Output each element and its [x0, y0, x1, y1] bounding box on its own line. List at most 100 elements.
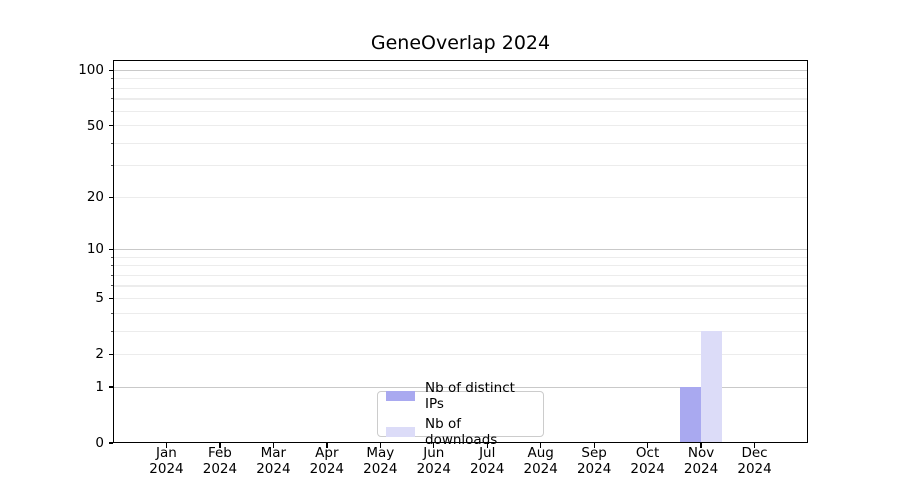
y-tick-mark — [108, 353, 113, 356]
bar-nb-of-distinct-ips — [680, 387, 702, 443]
minor-gridline — [113, 87, 808, 89]
x-tick-mark — [593, 443, 595, 448]
y-tick-mark — [108, 125, 113, 127]
plot-area — [113, 60, 808, 443]
legend-label-distinct-ips: Nb of distinct IPs — [425, 380, 515, 412]
x-tick-label: Sep 2024 — [576, 445, 612, 477]
legend: Nb of distinct IPs Nb of downloads — [377, 380, 544, 448]
minor-gridline — [113, 285, 808, 287]
minor-gridline — [113, 256, 808, 258]
y-minor-tick-mark — [110, 330, 113, 332]
legend-item-downloads: Nb of downloads — [386, 416, 535, 448]
x-tick-year: 2024 — [630, 460, 665, 477]
x-tick-mark — [219, 443, 221, 448]
x-tick-label: Mar 2024 — [256, 445, 291, 477]
x-tick-label: Feb 2024 — [202, 445, 238, 477]
y-minor-tick-mark — [110, 274, 113, 276]
y-tick-mark — [108, 248, 113, 251]
x-tick-mark — [486, 443, 488, 448]
y-minor-tick-mark — [110, 165, 113, 167]
x-tick-mark — [433, 443, 435, 448]
y-minor-tick-mark — [110, 265, 113, 267]
x-tick-year: 2024 — [470, 460, 505, 477]
x-tick-label: Jul 2024 — [470, 445, 505, 477]
x-tick-mark — [272, 443, 275, 448]
x-tick-year: 2024 — [737, 460, 772, 477]
minor-gridline — [113, 297, 808, 299]
x-tick-mark — [700, 443, 702, 448]
minor-gridline — [113, 110, 808, 112]
x-tick-label: May 2024 — [363, 445, 398, 477]
y-tick-mark — [108, 442, 113, 444]
y-minor-tick-mark — [110, 98, 113, 100]
minor-gridline — [113, 98, 808, 100]
x-tick-month: Jun — [423, 445, 445, 461]
y-minor-tick-mark — [110, 110, 113, 112]
x-tick-month: Mar — [260, 445, 287, 461]
y-tick-label: 50 — [86, 117, 104, 134]
x-tick-year: 2024 — [149, 460, 184, 477]
x-tick-month: Feb — [207, 445, 232, 461]
x-tick-year: 2024 — [309, 460, 345, 477]
x-tick-mark — [326, 443, 328, 448]
legend-item-distinct-ips: Nb of distinct IPs — [386, 380, 535, 412]
legend-swatch-distinct-ips — [386, 391, 415, 401]
x-tick-month: Nov — [687, 445, 715, 461]
x-tick-month: Jul — [479, 445, 496, 461]
x-tick-year: 2024 — [256, 460, 291, 477]
x-tick-mark — [540, 443, 542, 448]
minor-gridline — [113, 142, 808, 144]
chart-title: GeneOverlap 2024 — [370, 32, 551, 54]
y-tick-label: 2 — [95, 346, 104, 363]
x-tick-label: Jan 2024 — [149, 445, 184, 477]
y-tick-label: 100 — [78, 62, 104, 79]
legend-swatch-downloads — [386, 427, 415, 437]
x-tick-label: Jun 2024 — [416, 445, 451, 477]
minor-gridline — [113, 125, 808, 127]
x-tick-month: Dec — [741, 445, 768, 461]
y-tick-mark — [108, 297, 113, 300]
bar-nb-of-downloads — [701, 331, 723, 443]
minor-gridline — [113, 330, 808, 332]
major-gridline — [113, 248, 808, 251]
x-tick-year: 2024 — [363, 460, 398, 477]
y-tick-label: 20 — [86, 189, 104, 206]
y-minor-tick-mark — [110, 312, 113, 314]
major-gridline — [113, 69, 808, 72]
x-tick-month: Sep — [581, 445, 607, 461]
x-tick-month: Jan — [156, 445, 177, 461]
x-tick-label: Oct 2024 — [630, 445, 665, 477]
x-tick-label: Nov 2024 — [683, 445, 719, 477]
y-tick-mark — [108, 386, 113, 388]
x-tick-mark — [753, 443, 756, 448]
x-tick-month: May — [366, 445, 395, 461]
legend-label-downloads: Nb of downloads — [425, 416, 498, 448]
x-tick-year: 2024 — [576, 460, 612, 477]
major-gridline — [113, 386, 808, 388]
y-minor-tick-mark — [110, 87, 113, 89]
minor-gridline — [113, 274, 808, 276]
minor-gridline — [113, 265, 808, 267]
y-tick-label: 0 — [95, 435, 104, 451]
x-tick-year: 2024 — [523, 460, 558, 477]
x-tick-year: 2024 — [683, 460, 719, 477]
x-tick-year: 2024 — [202, 460, 238, 477]
y-minor-tick-mark — [110, 142, 113, 144]
y-tick-mark — [108, 196, 113, 198]
x-tick-label: Apr 2024 — [309, 445, 345, 477]
y-minor-tick-mark — [110, 256, 113, 258]
x-tick-month: Apr — [315, 445, 339, 461]
minor-gridline — [113, 78, 808, 80]
x-tick-mark — [379, 443, 381, 448]
minor-gridline — [113, 312, 808, 314]
x-tick-year: 2024 — [416, 460, 451, 477]
x-tick-mark — [647, 443, 649, 448]
minor-gridline — [113, 196, 808, 198]
y-tick-mark — [108, 69, 113, 72]
x-tick-mark — [165, 443, 168, 448]
y-tick-label: 10 — [86, 241, 104, 258]
x-tick-label: Dec 2024 — [737, 445, 772, 477]
y-tick-label: 5 — [95, 290, 104, 307]
y-tick-label: 1 — [95, 379, 104, 396]
